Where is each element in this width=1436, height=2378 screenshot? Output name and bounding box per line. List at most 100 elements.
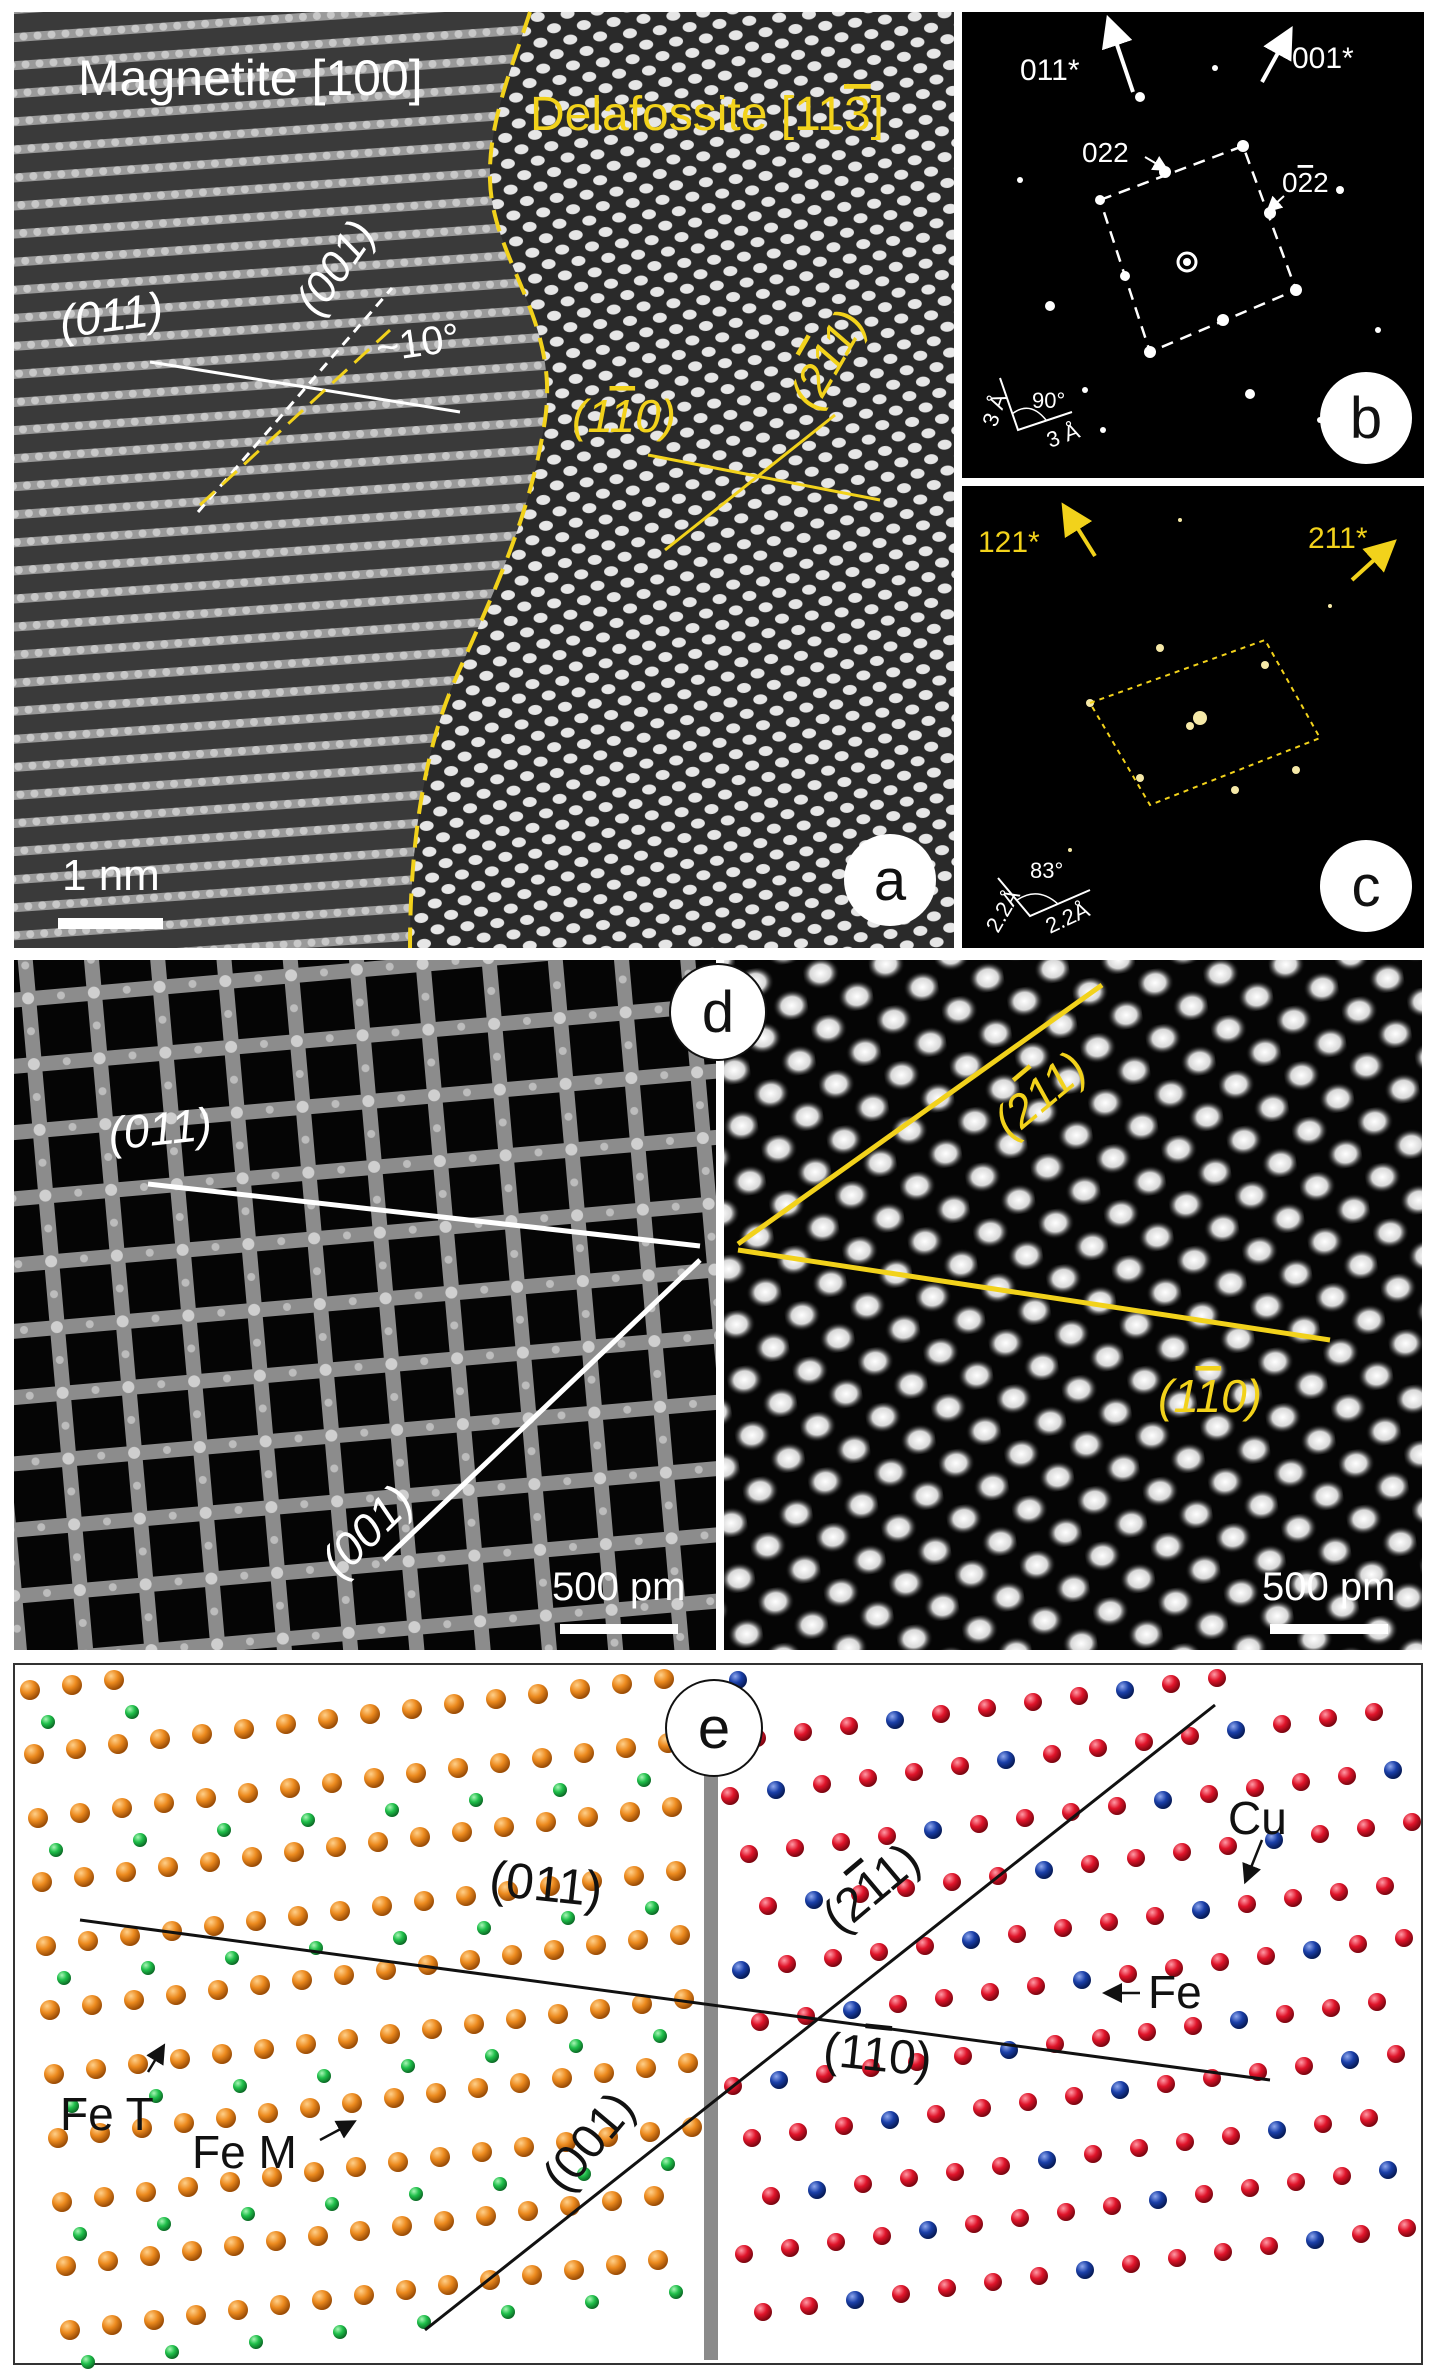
fe-t-atom (225, 1951, 239, 1965)
fe-t-atom (653, 2029, 667, 2043)
fe-atom (778, 1955, 796, 1973)
fe-m-atom (140, 2246, 160, 2266)
fe-m-atom (578, 1807, 598, 1827)
fe-atom (1314, 2115, 1332, 2133)
fe-atom (965, 2215, 983, 2233)
fe-atom (1089, 1739, 1107, 1757)
fe-atom (1184, 2017, 1202, 2035)
fe-atom (1173, 1843, 1191, 1861)
fe-t-atom (577, 2167, 591, 2181)
fe-m-atom (60, 2320, 80, 2340)
fe-m-atom (192, 1724, 212, 1744)
magnetite-001-line-d (382, 1258, 702, 1562)
fe-m-atom (674, 1989, 694, 2009)
cu-atom (1073, 1971, 1091, 1989)
fe-atom (1365, 1703, 1383, 1721)
panel-e (13, 1663, 1423, 2369)
delafossite-hrtem-image (410, 12, 954, 948)
fe-atom (751, 2013, 769, 2031)
cu-atom (846, 2291, 864, 2309)
fe-atom (938, 2279, 956, 2297)
fe-t-atom (325, 2197, 339, 2211)
fe-m-atom (216, 2108, 236, 2128)
fe-atom (1322, 1999, 1340, 2017)
fe-atom (762, 2187, 780, 2205)
scale-label-d-right: 500 pm (1262, 1565, 1395, 1609)
fe-m-atom (396, 2280, 416, 2300)
fe-m-atom (128, 2054, 148, 2074)
arrow-011star (1101, 14, 1135, 93)
fe-m-atom (464, 2014, 484, 2034)
fe-atom (1357, 1819, 1375, 1837)
fe-m-atom (318, 1709, 338, 1729)
fe-t-atom (49, 1843, 63, 1857)
fe-m-atom (350, 2221, 370, 2241)
fe-atom (916, 1937, 934, 1955)
fe-m-atom (270, 2295, 290, 2315)
fe-m-atom (94, 2187, 114, 2207)
fe-atom (1165, 1959, 1183, 1977)
fe-m-atom (644, 2186, 664, 2206)
panel-c (962, 486, 1424, 948)
label-011star: 011* (1020, 54, 1080, 87)
fe-m-atom (506, 2009, 526, 2029)
fe-atom (781, 2239, 799, 2257)
panel-a (14, 11, 954, 949)
fe-m-atom (32, 1872, 52, 1892)
fe-m-atom (426, 2083, 446, 2103)
scale-bar-a (58, 918, 163, 929)
fe-m-atom (186, 2305, 206, 2325)
fe-atom (1292, 1773, 1310, 1791)
fft-unit-cell-c (1088, 638, 1322, 807)
fe-m-atom (472, 2142, 492, 2162)
fe-atom (984, 2273, 1002, 2291)
fe-t-atom (41, 1715, 55, 1729)
pointer-022 (1144, 156, 1169, 172)
fe-t-atom (469, 1793, 483, 1807)
cu-atom (1038, 2151, 1056, 2169)
fe-m-atom (444, 1694, 464, 1714)
fe-m-atom (158, 1857, 178, 1877)
fe-m-atom (388, 2152, 408, 2172)
fe-m-atom (654, 1669, 674, 1689)
fe-m-atom (182, 2241, 202, 2261)
fe-atom (1019, 2093, 1037, 2111)
fe-m-atom (20, 1680, 40, 1700)
fe-atom (1130, 2139, 1148, 2157)
fe-atom (1352, 2225, 1370, 2243)
fe-m-atom (662, 1797, 682, 1817)
fe-atom (927, 2105, 945, 2123)
fe-m-atom (322, 1773, 342, 1793)
fe-t-atom (157, 2217, 171, 2231)
fe-m-atom (628, 1930, 648, 1950)
cu-atom (767, 1781, 785, 1799)
cu-atom (1035, 1861, 1053, 1879)
fe-atom (1330, 1883, 1348, 1901)
fe-t-atom (393, 1931, 407, 1945)
fe-m-atom (434, 2211, 454, 2231)
legend-fe: Fe (1148, 1966, 1202, 2018)
fe-m-atom (678, 2053, 698, 2073)
fe-m-atom (438, 2275, 458, 2295)
fe-atom (794, 1723, 812, 1741)
fe-m-atom (528, 1684, 548, 1704)
fe-m-atom (402, 1699, 422, 1719)
cu-atom (1268, 2121, 1286, 2139)
cu-atom (1076, 2261, 1094, 2279)
fe-atom (1211, 1953, 1229, 1971)
label-121star: 121* (978, 526, 1040, 559)
panel-label-circle-c (1320, 840, 1412, 932)
fe-m-atom (178, 2177, 198, 2197)
fe-m-atom (494, 1817, 514, 1837)
fe-atom (973, 2099, 991, 2117)
fe-atom (735, 2245, 753, 2263)
fe-atom (721, 1787, 739, 1805)
fe-atom (981, 1983, 999, 2001)
fe-m-atom (522, 2265, 542, 2285)
fe-m-atom (460, 1950, 480, 1970)
fe-m-atom (242, 1847, 262, 1867)
fe-m-atom (334, 1965, 354, 1985)
fe-atom (1273, 1715, 1291, 1733)
pointer-fe-m (319, 2120, 357, 2142)
angle-arc-c (1016, 893, 1059, 905)
